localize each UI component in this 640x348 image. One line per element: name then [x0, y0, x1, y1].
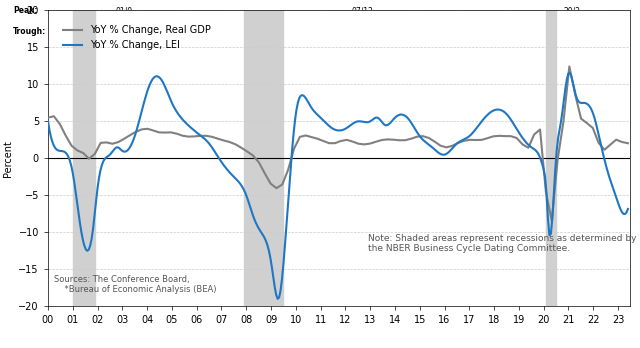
YoY % Change, LEI — [464, 135, 472, 139]
YoY % Change, LEI — [114, 145, 122, 149]
YoY % Change, Real GDP — [548, 219, 556, 223]
Text: 01/0: 01/0 — [115, 6, 132, 15]
YoY % Change, LEI — [624, 207, 632, 211]
Line: YoY % Change, LEI: YoY % Change, LEI — [48, 73, 628, 299]
YoY % Change, LEI — [566, 71, 573, 75]
YoY % Change, Real GDP — [179, 134, 187, 138]
Text: 01/11: 01/11 — [115, 27, 137, 36]
Bar — [546, 10, 556, 306]
YoY % Change, LEI — [410, 126, 418, 130]
Text: Peak:: Peak: — [13, 6, 37, 15]
Text: 07/12: 07/12 — [352, 6, 374, 15]
YoY % Change, Real GDP — [343, 138, 351, 142]
YoY % Change, LEI — [274, 297, 282, 301]
YoY % Change, Real GDP — [44, 116, 52, 120]
YoY % Change, LEI — [233, 178, 241, 182]
Legend: YoY % Change, Real GDP, YoY % Change, LEI: YoY % Change, Real GDP, YoY % Change, LE… — [59, 21, 214, 54]
Text: 20/2: 20/2 — [563, 6, 580, 15]
Text: Trough:: Trough: — [13, 27, 46, 36]
Text: 09/9: 09/9 — [352, 27, 369, 36]
YoY % Change, Real GDP — [607, 143, 614, 147]
Bar — [73, 10, 95, 306]
YoY % Change, Real GDP — [390, 137, 397, 142]
YoY % Change, LEI — [275, 295, 283, 300]
Line: YoY % Change, Real GDP: YoY % Change, Real GDP — [48, 66, 628, 221]
Text: Sources: The Conference Board,
    *Bureau of Economic Analysis (BEA): Sources: The Conference Board, *Bureau o… — [54, 275, 216, 294]
Text: Note: Shaded areas represent recessions as determined by
the NBER Business Cycle: Note: Shaded areas represent recessions … — [369, 234, 637, 253]
YoY % Change, LEI — [467, 133, 475, 137]
Text: 20/4: 20/4 — [563, 27, 580, 36]
Y-axis label: Percent: Percent — [3, 140, 13, 177]
Bar — [244, 10, 284, 306]
YoY % Change, LEI — [44, 119, 52, 124]
YoY % Change, Real GDP — [624, 141, 632, 145]
YoY % Change, Real GDP — [589, 126, 596, 130]
YoY % Change, Real GDP — [156, 130, 163, 135]
YoY % Change, Real GDP — [566, 64, 573, 69]
